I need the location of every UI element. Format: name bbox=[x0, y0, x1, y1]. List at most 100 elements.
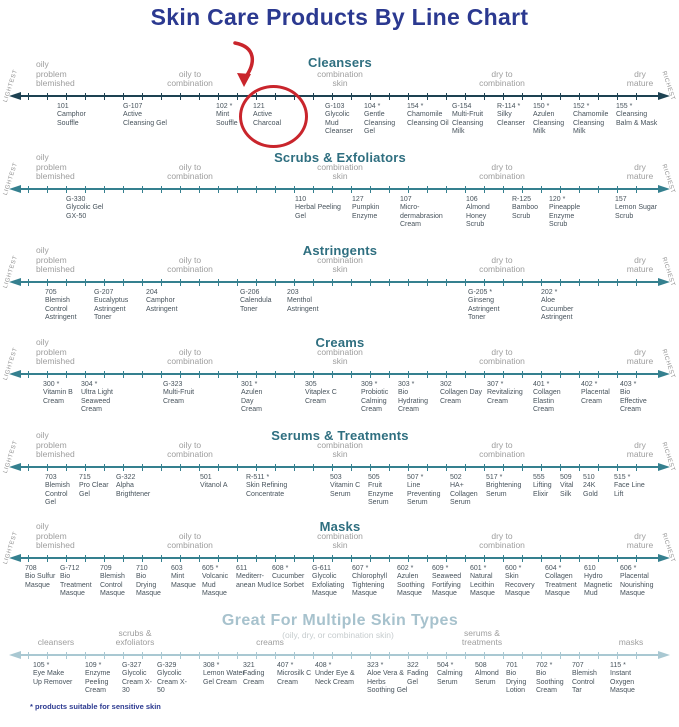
product-g-206: G-206 Calendula Toner bbox=[240, 289, 284, 314]
zone-label: dry to combination bbox=[479, 68, 525, 89]
product-code: 300 * bbox=[43, 381, 60, 388]
zone-label: dry mature bbox=[626, 68, 654, 89]
product-code: 508 bbox=[475, 662, 487, 669]
section-title-astringents: Astringents bbox=[302, 243, 378, 258]
product-code: 517 * bbox=[486, 474, 503, 481]
highlight-arrow-icon bbox=[233, 41, 254, 87]
axis-arrow-left-icon bbox=[9, 554, 21, 562]
product-606: 606 * Placental Nourishing Masque bbox=[620, 565, 662, 598]
axis-line bbox=[20, 654, 659, 656]
product-code: 602 * bbox=[397, 565, 414, 572]
product-203: 203 Menthol Astringent bbox=[287, 289, 331, 314]
section-title-scrubs-exfoliators: Scrubs & Exfoliators bbox=[274, 150, 406, 165]
product-code: G-154 bbox=[452, 103, 472, 110]
product-code: 106 bbox=[466, 196, 478, 203]
scale-label-richest: RICHEST bbox=[660, 256, 676, 288]
zone-label: oily to combination bbox=[167, 439, 213, 460]
axis-line bbox=[20, 281, 659, 283]
product-401: 401 * Collagen Elastin Cream bbox=[533, 381, 571, 414]
product-name: Vitaplex C Cream bbox=[305, 389, 337, 405]
product-code: 304 * bbox=[81, 381, 98, 388]
footnote: * products suitable for sensitive skin bbox=[30, 702, 161, 711]
scale-label-lightest: LIGHTEST bbox=[2, 530, 20, 566]
product-code: 606 * bbox=[620, 565, 637, 572]
scale-label-richest: RICHEST bbox=[660, 163, 676, 195]
product-701: 701 Bio Drying Lotion bbox=[506, 662, 532, 695]
axis-arrow-left-icon bbox=[9, 370, 21, 378]
product-code: 323 * bbox=[367, 662, 384, 669]
section-title-great-for-multiple-skin-types: Great For Multiple Skin Types bbox=[221, 612, 459, 629]
product-name: Lemon Sugar Scrub bbox=[615, 204, 658, 220]
product-517: 517 * Brightening Serum bbox=[486, 474, 534, 499]
product-702: 702 * Bio Soothing Cream bbox=[536, 662, 572, 695]
zone-label: dry mature bbox=[626, 254, 654, 275]
zone-labels: oily problem blemished oily to combinatio… bbox=[0, 327, 679, 367]
zone-label: combination skin bbox=[317, 346, 363, 367]
product-code: G-207 bbox=[94, 289, 114, 296]
product-303: 303 * Bio Hydrating Cream bbox=[398, 381, 438, 414]
product-name: Aloe Vera & Herbs Soothing Gel bbox=[367, 670, 408, 694]
product-g-611: G-611 Glycolic Exfoliating Masque bbox=[312, 565, 352, 598]
zone-label: dry to combination bbox=[479, 439, 525, 460]
product-name: Fruit Enzyme Serum bbox=[368, 482, 394, 506]
product-402: 402 * Placental Cream bbox=[581, 381, 621, 406]
product-code: 505 bbox=[368, 474, 380, 481]
product-code: 152 * bbox=[573, 103, 590, 110]
product-name: Calming Serum bbox=[437, 670, 463, 686]
product-300: 300 * Vitamin B Cream bbox=[43, 381, 85, 406]
product-code: 120 * bbox=[549, 196, 566, 203]
product-name: Hydro Magnetic Mud bbox=[584, 573, 613, 597]
zone-label: oily problem blemished bbox=[36, 430, 75, 460]
product-code: 603 bbox=[171, 565, 183, 572]
product-code: 608 * bbox=[272, 565, 289, 572]
axis-arrow-left-icon bbox=[9, 92, 21, 100]
product-name: Multi-Fruit Cream bbox=[163, 389, 195, 405]
product-601: 601 * Natural Lecithin Masque bbox=[470, 565, 504, 598]
product-305: 305 Vitaplex C Cream bbox=[305, 381, 341, 406]
product-code: G-611 bbox=[312, 565, 331, 572]
product-name: Glycolic Cream X-30 bbox=[122, 670, 152, 694]
product-105: 105 * Eye Make Up Remover bbox=[33, 662, 73, 687]
product-code: 601 * bbox=[470, 565, 487, 572]
product-name: Bio Soothing Cream bbox=[536, 670, 564, 694]
product-code: 403 * bbox=[620, 381, 637, 388]
product-name: Eucalyptus Astringent Toner bbox=[94, 297, 129, 321]
product-code: 715 bbox=[79, 474, 91, 481]
axis-tick-marks bbox=[28, 371, 652, 378]
zone-label: combination skin bbox=[317, 254, 363, 275]
product-code: 503 bbox=[330, 474, 342, 481]
product-703: 703 Blemish Control Gel bbox=[45, 474, 79, 507]
product-name: Placental Cream bbox=[581, 389, 610, 405]
product-code: 202 * bbox=[541, 289, 558, 296]
axis-arrow-right-icon bbox=[658, 92, 670, 100]
product-name: Fading Gel bbox=[407, 670, 429, 686]
zone-label: combination skin bbox=[317, 161, 363, 182]
product-r-125: R-125 Bamboo Scrub bbox=[512, 196, 548, 221]
product-106: 106 Almond Honey Scrub bbox=[466, 196, 500, 229]
product-602: 602 * Azulen Soothing Masque bbox=[397, 565, 433, 598]
zone-label: dry to combination bbox=[479, 530, 525, 551]
zone-label: dry to combination bbox=[479, 346, 525, 367]
product-302: 302 Collagen Day Cream bbox=[440, 381, 488, 406]
zone-label: oily problem blemished bbox=[36, 337, 75, 367]
product-name: Alpha Brigthtener bbox=[116, 482, 151, 498]
zone-label: oily problem blemished bbox=[36, 152, 75, 182]
product-name: Mint Masque bbox=[171, 573, 196, 589]
product-109: 109 * Enzyme Peeling Cream bbox=[85, 662, 119, 695]
product-code: 555 bbox=[533, 474, 545, 481]
product-304: 304 * Ultra Light Seaweed Cream bbox=[81, 381, 123, 414]
product-name: Multi-Fruit Cleansing Milk bbox=[452, 111, 484, 135]
product-code: 701 bbox=[506, 662, 518, 669]
section-subtitle: (oily, dry, or combination skin) bbox=[282, 630, 394, 640]
product-code: 509 bbox=[560, 474, 572, 481]
product-code: 154 * bbox=[407, 103, 424, 110]
product-name: Almond Honey Scrub bbox=[466, 204, 490, 228]
product-505: 505 Fruit Enzyme Serum bbox=[368, 474, 404, 507]
scale-label-richest: RICHEST bbox=[660, 348, 676, 380]
zone-labels: oily problem blemished oily to combinatio… bbox=[0, 511, 679, 551]
product-code: G-103 bbox=[325, 103, 345, 110]
axis-arrow-right-icon bbox=[658, 370, 670, 378]
product-name: Bamboo Scrub bbox=[512, 204, 539, 220]
product-707: 707 Blemish Control Tar bbox=[572, 662, 604, 695]
product-name: Probiotic Calming Cream bbox=[361, 389, 389, 413]
